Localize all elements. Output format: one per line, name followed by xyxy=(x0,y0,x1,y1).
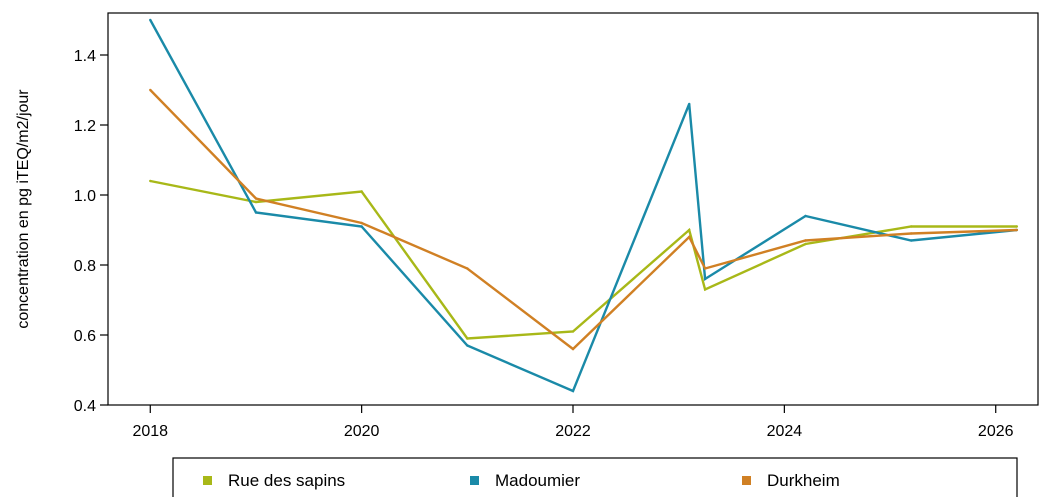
legend-swatch xyxy=(203,476,212,485)
series-line-durkheim xyxy=(149,89,1017,351)
data-point xyxy=(688,235,691,239)
data-point xyxy=(254,211,258,214)
x-axis: 2018 2020 2022 2024 2026 xyxy=(132,405,1014,440)
data-point xyxy=(688,102,691,106)
data-point xyxy=(909,239,913,242)
data-point xyxy=(254,200,258,204)
data-point xyxy=(703,267,707,270)
data-point xyxy=(571,330,575,333)
y-tick-label: 0.6 xyxy=(74,328,96,345)
data-point xyxy=(360,221,363,225)
data-point xyxy=(466,344,469,347)
y-tick-label: 1.2 xyxy=(74,118,96,135)
x-tick-label: 2024 xyxy=(767,423,803,440)
legend: Rue des sapins Madoumier Durkheim xyxy=(172,457,1018,497)
data-point xyxy=(466,337,469,340)
data-point xyxy=(804,214,807,218)
legend-label: Madoumier xyxy=(495,471,580,490)
legend-label: Rue des sapins xyxy=(228,471,345,490)
plot-frame xyxy=(107,12,1039,406)
legend-box xyxy=(172,457,1018,497)
series-line-rue-des-sapins xyxy=(150,179,1017,340)
series-layer xyxy=(149,18,1019,393)
y-tick-label: 0.8 xyxy=(74,258,96,275)
data-point xyxy=(804,239,807,242)
data-point xyxy=(571,389,575,393)
x-tick-label: 2018 xyxy=(132,423,168,440)
data-point xyxy=(149,18,152,22)
x-tick-label: 2020 xyxy=(344,423,380,440)
x-tick-label: 2022 xyxy=(555,423,591,440)
data-point xyxy=(149,88,152,92)
series-line-madoumier xyxy=(149,19,1018,393)
legend-swatch xyxy=(470,476,479,485)
y-axis: 0.4 0.6 0.8 1.0 1.2 1.4 xyxy=(74,48,108,415)
y-tick-label: 1.4 xyxy=(74,48,96,65)
legend-label: Durkheim xyxy=(767,471,840,490)
data-point xyxy=(804,242,807,246)
y-axis-title: concentration en pg iTEQ/m2/jour xyxy=(15,89,32,329)
data-point xyxy=(703,288,707,291)
data-point xyxy=(688,228,691,232)
data-point xyxy=(466,267,469,270)
y-tick-label: 1.0 xyxy=(74,188,96,205)
data-point xyxy=(571,347,575,351)
data-point xyxy=(360,190,363,193)
y-tick-label: 0.4 xyxy=(74,398,96,415)
x-tick-label: 2026 xyxy=(978,423,1014,440)
legend-swatch xyxy=(742,476,751,485)
data-point xyxy=(1015,228,1019,232)
data-point xyxy=(909,225,913,228)
data-point xyxy=(909,232,913,235)
data-point xyxy=(254,197,258,200)
data-point xyxy=(1015,225,1019,228)
data-point xyxy=(149,179,152,183)
data-point xyxy=(360,225,363,228)
data-point xyxy=(703,277,707,281)
